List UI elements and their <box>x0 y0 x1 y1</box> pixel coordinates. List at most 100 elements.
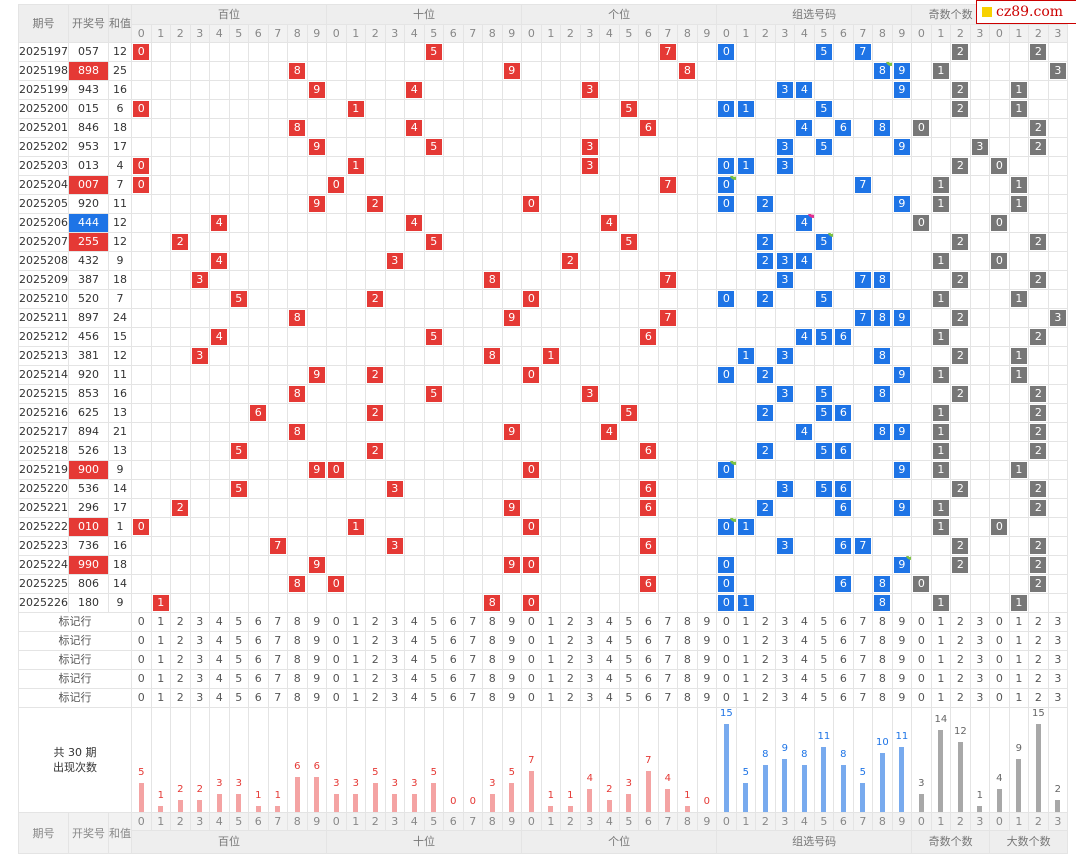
marker-digit-cell[interactable]: 6 <box>248 612 269 632</box>
marker-digit-cell[interactable]: 6 <box>638 631 659 651</box>
marker-digit-cell[interactable]: 8 <box>677 631 698 651</box>
marker-digit-cell[interactable]: 2 <box>560 688 581 708</box>
marker-digit-cell[interactable]: 8 <box>872 688 893 708</box>
marker-digit-cell[interactable]: 3 <box>774 650 796 670</box>
marker-digit-cell[interactable]: 3 <box>189 631 210 651</box>
marker-digit-cell[interactable]: 5 <box>618 669 640 689</box>
marker-digit-cell[interactable]: 2 <box>365 688 386 708</box>
marker-digit-cell[interactable]: 7 <box>462 688 484 708</box>
marker-digit-cell[interactable]: 5 <box>423 650 445 670</box>
marker-digit-cell[interactable]: 0 <box>131 688 152 708</box>
marker-digit-cell[interactable]: 5 <box>228 650 249 670</box>
marker-digit-cell[interactable]: 2 <box>365 669 386 689</box>
marker-digit-cell[interactable]: 8 <box>677 688 698 708</box>
marker-digit-cell[interactable]: 6 <box>638 669 659 689</box>
marker-digit-cell[interactable]: 7 <box>267 650 288 670</box>
marker-digit-cell[interactable]: 3 <box>579 631 601 651</box>
marker-digit-cell[interactable]: 9 <box>891 669 913 689</box>
marker-digit-cell[interactable]: 9 <box>696 650 718 670</box>
marker-digit-cell[interactable]: 5 <box>813 612 835 632</box>
marker-digit-cell[interactable]: 9 <box>696 631 718 651</box>
marker-digit-cell[interactable]: 6 <box>638 612 659 632</box>
marker-digit-cell[interactable]: 0 <box>326 612 347 632</box>
marker-digit-cell[interactable]: 5 <box>228 688 249 708</box>
marker-digit-cell[interactable]: 8 <box>482 688 503 708</box>
marker-digit-cell[interactable]: 2 <box>1028 688 1049 708</box>
marker-digit-cell[interactable]: 0 <box>716 688 737 708</box>
marker-digit-cell[interactable]: 4 <box>794 669 815 689</box>
marker-digit-cell[interactable]: 3 <box>189 650 210 670</box>
marker-digit-cell[interactable]: 0 <box>989 650 1010 670</box>
marker-digit-cell[interactable]: 0 <box>131 650 152 670</box>
marker-digit-cell[interactable]: 5 <box>813 631 835 651</box>
marker-digit-cell[interactable]: 1 <box>930 688 952 708</box>
marker-digit-cell[interactable]: 5 <box>618 612 640 632</box>
marker-digit-cell[interactable]: 6 <box>443 669 464 689</box>
marker-digit-cell[interactable]: 6 <box>638 650 659 670</box>
marker-digit-cell[interactable]: 3 <box>969 650 991 670</box>
marker-digit-cell[interactable]: 0 <box>326 631 347 651</box>
marker-digit-cell[interactable]: 3 <box>1047 631 1069 651</box>
marker-digit-cell[interactable]: 2 <box>1028 650 1049 670</box>
marker-digit-cell[interactable]: 2 <box>170 688 191 708</box>
marker-digit-cell[interactable]: 1 <box>345 688 367 708</box>
marker-digit-cell[interactable]: 1 <box>930 631 952 651</box>
marker-digit-cell[interactable]: 0 <box>521 650 542 670</box>
marker-digit-cell[interactable]: 8 <box>482 612 503 632</box>
marker-digit-cell[interactable]: 1 <box>345 631 367 651</box>
marker-digit-cell[interactable]: 1 <box>1008 688 1030 708</box>
marker-digit-cell[interactable]: 6 <box>248 650 269 670</box>
marker-digit-cell[interactable]: 3 <box>579 688 601 708</box>
marker-digit-cell[interactable]: 9 <box>306 612 328 632</box>
marker-digit-cell[interactable]: 4 <box>404 650 425 670</box>
marker-digit-cell[interactable]: 7 <box>657 612 679 632</box>
marker-digit-cell[interactable]: 1 <box>930 612 952 632</box>
marker-digit-cell[interactable]: 0 <box>521 612 542 632</box>
marker-digit-cell[interactable]: 9 <box>891 631 913 651</box>
marker-digit-cell[interactable]: 6 <box>833 612 854 632</box>
marker-digit-cell[interactable]: 6 <box>443 650 464 670</box>
marker-digit-cell[interactable]: 2 <box>560 669 581 689</box>
marker-digit-cell[interactable]: 2 <box>1028 631 1049 651</box>
marker-digit-cell[interactable]: 0 <box>911 688 932 708</box>
marker-digit-cell[interactable]: 3 <box>774 669 796 689</box>
marker-digit-cell[interactable]: 7 <box>657 669 679 689</box>
marker-digit-cell[interactable]: 9 <box>501 669 523 689</box>
marker-digit-cell[interactable]: 1 <box>540 688 562 708</box>
marker-digit-cell[interactable]: 6 <box>833 650 854 670</box>
marker-row[interactable]: 标记行 0 1 2 3 4 5 6 7 8 9 0 1 2 3 4 5 6 7 8 9 0 1 2 3 4 5 6 7 8 9 0 1 2 3 4 5 6… <box>18 631 1076 651</box>
marker-digit-cell[interactable]: 3 <box>774 631 796 651</box>
marker-digit-cell[interactable]: 8 <box>482 650 503 670</box>
marker-digit-cell[interactable]: 2 <box>1028 669 1049 689</box>
marker-digit-cell[interactable]: 3 <box>774 612 796 632</box>
marker-digit-cell[interactable]: 8 <box>287 688 308 708</box>
marker-digit-cell[interactable]: 6 <box>248 688 269 708</box>
marker-digit-cell[interactable]: 0 <box>716 631 737 651</box>
marker-digit-cell[interactable]: 3 <box>1047 650 1069 670</box>
marker-digit-cell[interactable]: 1 <box>150 612 171 632</box>
marker-digit-cell[interactable]: 9 <box>891 612 913 632</box>
marker-digit-cell[interactable]: 4 <box>599 688 620 708</box>
marker-digit-cell[interactable]: 2 <box>170 650 191 670</box>
marker-digit-cell[interactable]: 7 <box>462 669 484 689</box>
marker-digit-cell[interactable]: 9 <box>501 612 523 632</box>
marker-row[interactable]: 标记行 0 1 2 3 4 5 6 7 8 9 0 1 2 3 4 5 6 7 8 9 0 1 2 3 4 5 6 7 8 9 0 1 2 3 4 5 6… <box>18 650 1076 670</box>
marker-row[interactable]: 标记行 0 1 2 3 4 5 6 7 8 9 0 1 2 3 4 5 6 7 8 9 0 1 2 3 4 5 6 7 8 9 0 1 2 3 4 5 6… <box>18 669 1076 689</box>
marker-digit-cell[interactable]: 2 <box>1028 612 1049 632</box>
marker-digit-cell[interactable]: 4 <box>404 669 425 689</box>
marker-digit-cell[interactable]: 0 <box>131 669 152 689</box>
marker-digit-cell[interactable]: 9 <box>696 669 718 689</box>
marker-digit-cell[interactable]: 3 <box>189 688 210 708</box>
marker-digit-cell[interactable]: 4 <box>209 650 230 670</box>
marker-digit-cell[interactable]: 9 <box>696 688 718 708</box>
marker-digit-cell[interactable]: 2 <box>560 650 581 670</box>
marker-digit-cell[interactable]: 0 <box>521 688 542 708</box>
marker-digit-cell[interactable]: 2 <box>950 688 971 708</box>
marker-digit-cell[interactable]: 7 <box>462 612 484 632</box>
marker-digit-cell[interactable]: 9 <box>891 650 913 670</box>
marker-digit-cell[interactable]: 8 <box>482 631 503 651</box>
marker-digit-cell[interactable]: 8 <box>287 669 308 689</box>
marker-digit-cell[interactable]: 5 <box>618 688 640 708</box>
marker-digit-cell[interactable]: 2 <box>170 631 191 651</box>
marker-digit-cell[interactable]: 8 <box>677 650 698 670</box>
